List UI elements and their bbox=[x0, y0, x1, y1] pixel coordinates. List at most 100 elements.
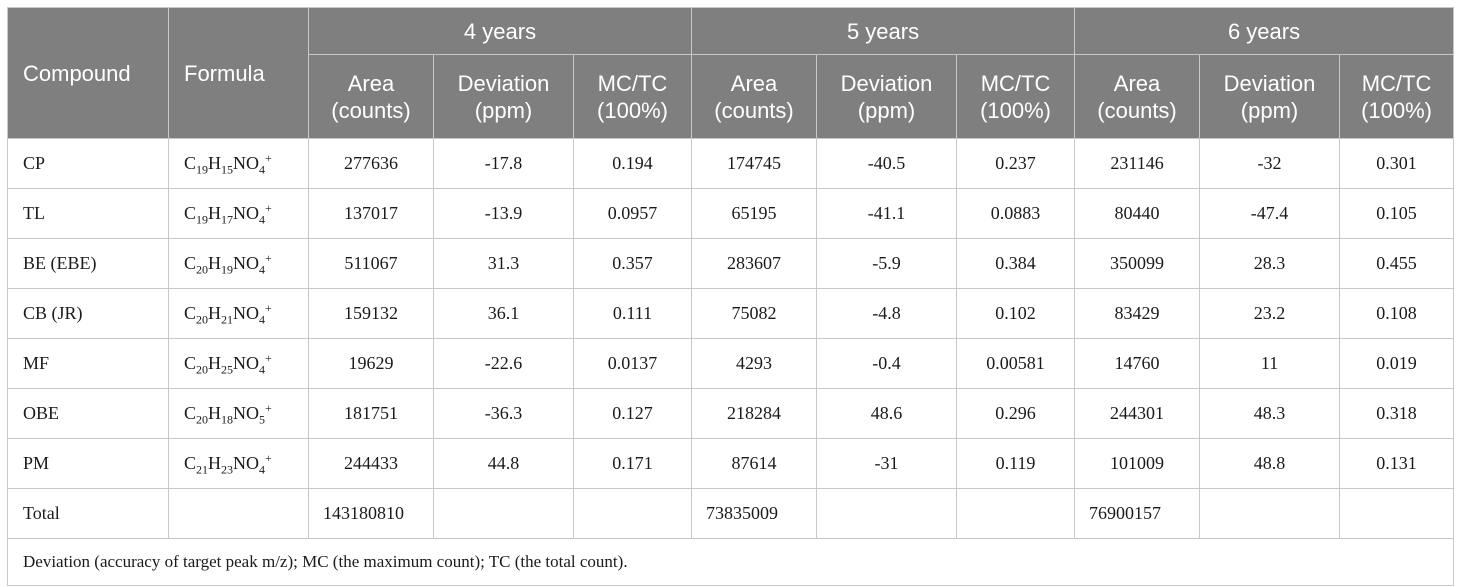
formula-h: H bbox=[208, 453, 222, 473]
table-row: CB (JR) C20H21NO4+ 159132 36.1 0.111 75082 -4.… bbox=[7, 288, 1455, 339]
formula-charge: + bbox=[265, 351, 272, 365]
value-cell: -13.9 bbox=[433, 188, 574, 239]
table-row: OBE C20H18NO5+ 181751 -36.3 0.127 218284 48.6 0… bbox=[7, 388, 1455, 439]
header-line: (counts) bbox=[1097, 97, 1177, 123]
value-cell: 231146 bbox=[1074, 138, 1201, 189]
header-line: (counts) bbox=[331, 97, 411, 123]
formula-c-count: 21 bbox=[196, 462, 209, 477]
empty-cell bbox=[433, 488, 574, 539]
formula-h-count: 23 bbox=[221, 462, 234, 477]
value-cell: 511067 bbox=[308, 238, 434, 289]
formula-c: C bbox=[184, 353, 197, 373]
formula-cell: C20H19NO4+ bbox=[168, 238, 309, 289]
value-cell: 31.3 bbox=[433, 238, 574, 289]
value-cell: 0.0137 bbox=[572, 338, 693, 389]
formula-tail-count: 4 bbox=[259, 212, 266, 227]
header-area-5-years: Area (counts) bbox=[691, 54, 818, 139]
header-line: (counts) bbox=[714, 97, 794, 123]
empty-cell bbox=[1199, 488, 1341, 539]
formula-c-count: 20 bbox=[196, 362, 209, 377]
formula-c: C bbox=[184, 303, 197, 323]
header-group-6-years: 6 years bbox=[1074, 7, 1455, 55]
value-cell: -40.5 bbox=[816, 138, 958, 189]
compound-cell: BE (EBE) bbox=[7, 238, 169, 289]
value-cell: 0.127 bbox=[572, 388, 693, 439]
formula-c: C bbox=[184, 153, 197, 173]
formula-cell: C21H23NO4+ bbox=[168, 438, 309, 489]
table-footnote: Deviation (accuracy of target peak m/z);… bbox=[6, 538, 1455, 586]
value-cell: 0.301 bbox=[1339, 138, 1455, 189]
value-cell: 174745 bbox=[691, 138, 818, 189]
formula-tail: NO bbox=[233, 153, 260, 173]
header-compound: Compound bbox=[7, 7, 169, 139]
value-cell: 0.171 bbox=[572, 438, 693, 489]
value-cell: 48.6 bbox=[816, 388, 958, 439]
formula-tail: NO bbox=[233, 353, 260, 373]
empty-cell bbox=[1339, 488, 1455, 539]
empty-cell bbox=[168, 488, 309, 539]
value-cell: 159132 bbox=[308, 288, 434, 339]
value-cell: 244301 bbox=[1074, 388, 1201, 439]
value-cell: -36.3 bbox=[433, 388, 574, 439]
formula-cell: C20H18NO5+ bbox=[168, 388, 309, 439]
formula-h-count: 17 bbox=[221, 212, 234, 227]
formula-charge: + bbox=[265, 301, 272, 315]
header-area-4-years: Area (counts) bbox=[308, 54, 434, 139]
formula-h-count: 18 bbox=[221, 412, 234, 427]
value-cell: 0.296 bbox=[956, 388, 1076, 439]
value-cell: -41.1 bbox=[816, 188, 958, 239]
header-line: Area bbox=[730, 70, 778, 96]
header-line: (ppm) bbox=[857, 97, 916, 123]
value-cell: 28.3 bbox=[1199, 238, 1341, 289]
compound-cell: TL bbox=[7, 188, 169, 239]
formula-c: C bbox=[184, 253, 197, 273]
value-cell: 0.194 bbox=[572, 138, 693, 189]
header-line: (ppm) bbox=[1240, 97, 1299, 123]
formula-charge: + bbox=[265, 451, 272, 465]
total-area-cell: 143180810 bbox=[308, 488, 434, 539]
formula-h-count: 21 bbox=[221, 312, 234, 327]
value-cell: 277636 bbox=[308, 138, 434, 189]
compound-cell: CP bbox=[7, 138, 169, 189]
value-cell: 0.108 bbox=[1339, 288, 1455, 339]
formula-charge: + bbox=[265, 151, 272, 165]
table-body: CP C19H15NO4+ 277636 -17.8 0.194 174745 -40.5 0… bbox=[6, 138, 1455, 586]
value-cell: 244433 bbox=[308, 438, 434, 489]
value-cell: 350099 bbox=[1074, 238, 1201, 289]
formula-h: H bbox=[208, 253, 222, 273]
value-cell: 75082 bbox=[691, 288, 818, 339]
value-cell: 181751 bbox=[308, 388, 434, 439]
formula-c-count: 20 bbox=[196, 262, 209, 277]
value-cell: 101009 bbox=[1074, 438, 1201, 489]
formula-h: H bbox=[208, 403, 222, 423]
empty-cell bbox=[956, 488, 1076, 539]
table-row: TL C19H17NO4+ 137017 -13.9 0.0957 65195 -41.1 0… bbox=[7, 188, 1455, 239]
formula-tail-count: 4 bbox=[259, 312, 266, 327]
table-header: Compound Formula 4 years 5 years 6 years… bbox=[7, 7, 1455, 139]
value-cell: 0.111 bbox=[572, 288, 693, 339]
value-cell: -32 bbox=[1199, 138, 1341, 189]
formula-cell: C19H15NO4+ bbox=[168, 138, 309, 189]
value-cell: -4.8 bbox=[816, 288, 958, 339]
formula-tail: NO bbox=[233, 403, 260, 423]
header-line: Area bbox=[347, 70, 395, 96]
value-cell: 44.8 bbox=[433, 438, 574, 489]
table-row: CP C19H15NO4+ 277636 -17.8 0.194 174745 -40.5 0… bbox=[7, 138, 1455, 189]
compound-cell: OBE bbox=[7, 388, 169, 439]
header-line: (100%) bbox=[597, 97, 668, 123]
value-cell: 80440 bbox=[1074, 188, 1201, 239]
total-area-cell: 73835009 bbox=[691, 488, 818, 539]
value-cell: 0.455 bbox=[1339, 238, 1455, 289]
header-deviation-5-years: Deviation (ppm) bbox=[816, 54, 958, 139]
formula-h-count: 25 bbox=[221, 362, 234, 377]
value-cell: 0.384 bbox=[956, 238, 1076, 289]
table-row: PM C21H23NO4+ 244433 44.8 0.171 87614 -31 0.119… bbox=[7, 438, 1455, 489]
formula-c: C bbox=[184, 453, 197, 473]
header-line: MC/TC bbox=[597, 70, 668, 96]
value-cell: 0.105 bbox=[1339, 188, 1455, 239]
value-cell: -5.9 bbox=[816, 238, 958, 289]
header-deviation-6-years: Deviation (ppm) bbox=[1199, 54, 1341, 139]
formula-h-count: 15 bbox=[221, 162, 234, 177]
value-cell: 14760 bbox=[1074, 338, 1201, 389]
formula-h: H bbox=[208, 303, 222, 323]
